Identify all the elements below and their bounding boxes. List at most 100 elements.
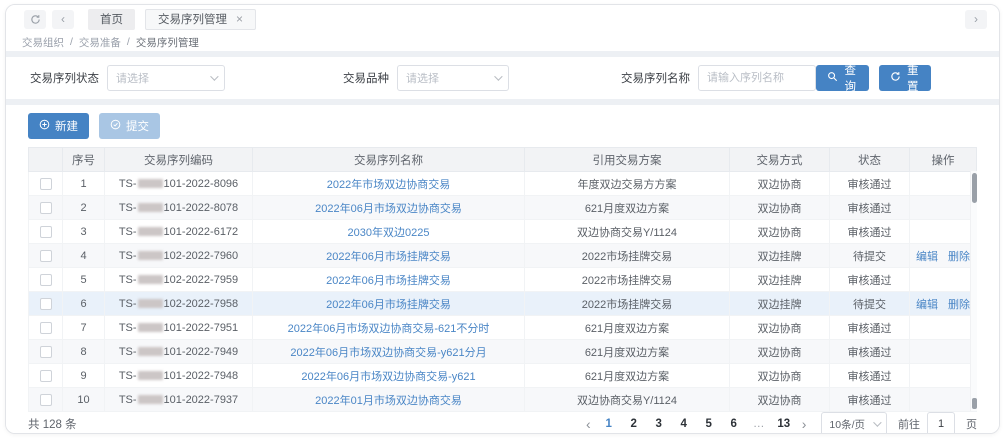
cell-status: 待提交 [829, 243, 910, 268]
edit-link[interactable]: 编辑 [916, 298, 938, 311]
breadcrumb-item[interactable]: 交易准备 [78, 36, 121, 49]
cell-mode: 双边协商 [729, 171, 830, 196]
table-footer: 共 128 条 ‹ 1 2 3 4 5 6 … 13 › 10条/页 前往 页 [28, 412, 977, 433]
row-number: 9 [62, 363, 105, 388]
sequence-name-link[interactable]: 2022年06月市场挂牌交易 [326, 250, 451, 263]
cell-mode: 双边协商 [729, 219, 830, 244]
row-number: 6 [62, 291, 105, 316]
total-count: 共 128 条 [28, 419, 77, 431]
prev-page-icon[interactable]: ‹ [586, 416, 591, 432]
sequence-name-link[interactable]: 2022年06月市场双边协商交易-y621分月 [290, 346, 487, 359]
sequence-name-link[interactable]: 2022年06月市场双边协商交易 [315, 202, 462, 215]
cell-plan: 双边协商交易Y/1124 [524, 219, 730, 244]
cell-plan: 621月度双边方案 [524, 195, 730, 220]
sequence-code: TS- 102-2022-7958 [104, 291, 253, 316]
row-checkbox[interactable] [39, 345, 52, 358]
submit-button[interactable]: 提交 [99, 113, 160, 139]
forward-tab-button[interactable]: › [965, 9, 987, 29]
table-row: 8 TS- 101-2022-7949 2022年06月市场双边协商交易-y621分月… [28, 339, 977, 364]
back-tab-button[interactable]: ‹ [52, 9, 74, 29]
goto-unit-label: 页 [966, 419, 977, 431]
page-button-1[interactable]: 1 [605, 418, 612, 430]
sequence-code: TS- 101-2022-7937 [104, 387, 253, 412]
sequence-code: TS- 101-2022-8078 [104, 195, 253, 220]
row-actions [909, 195, 977, 220]
reset-button[interactable]: 重置 [878, 65, 931, 93]
row-checkbox[interactable] [39, 201, 52, 214]
create-button[interactable]: 新建 [28, 113, 89, 139]
sequence-name-link[interactable]: 2022年06月市场挂牌交易 [326, 274, 451, 287]
redacted-code-segment [137, 251, 163, 261]
vertical-scrollbar[interactable] [970, 171, 977, 411]
column-header-1: 序号 [62, 147, 105, 172]
scrollbar-thumb[interactable] [972, 173, 977, 203]
sequence-status-select[interactable]: 请选择 [107, 65, 225, 91]
chevron-right-icon: › [974, 12, 978, 26]
close-tab-icon[interactable]: × [236, 12, 244, 26]
goto-label: 前往 [898, 419, 920, 431]
redacted-code-segment [137, 179, 163, 189]
search-button[interactable]: 查询 [816, 65, 869, 93]
sequence-name-input[interactable] [698, 65, 816, 91]
cell-plan: 2022市场挂牌交易 [524, 291, 730, 316]
table-row: 3 TS- 101-2022-6172 2030年双边0225 双边协商交易Y/1124… [28, 219, 977, 244]
sequence-name-link[interactable]: 2022年06月市场双边协商交易-621不分时 [287, 322, 490, 335]
breadcrumb-item[interactable]: 交易组织 [22, 36, 64, 49]
row-checkbox[interactable] [39, 177, 52, 190]
redacted-code-segment [137, 323, 163, 333]
row-checkbox[interactable] [39, 225, 52, 238]
sequence-status-placeholder: 请选择 [116, 73, 149, 85]
cell-status: 审核通过 [829, 387, 910, 412]
cell-plan: 621月度双边方案 [524, 339, 730, 364]
page-button-4[interactable]: 4 [680, 418, 687, 430]
column-header-6: 状态 [829, 147, 910, 172]
row-checkbox[interactable] [39, 321, 52, 334]
scrollbar-end-nub[interactable] [972, 398, 977, 409]
page-size-select[interactable]: 10条/页 [821, 412, 887, 433]
sequence-status-label: 交易序列状态 [30, 73, 99, 85]
cell-mode: 双边挂牌 [729, 291, 830, 316]
sequence-name-link[interactable]: 2022年市场双边协商交易 [326, 178, 451, 191]
delete-link[interactable]: 删除 [948, 298, 970, 311]
row-checkbox[interactable] [39, 273, 52, 286]
cell-status: 审核通过 [829, 339, 910, 364]
sequence-name-link[interactable]: 2022年01月市场双边协商交易 [315, 394, 462, 407]
cell-status: 待提交 [829, 291, 910, 316]
page-number-list: 1 2 3 4 5 6 … 13 [600, 414, 793, 433]
sequence-name-link[interactable]: 2022年06月市场双边协商交易-y621 [301, 370, 476, 383]
cell-plan: 621月度双边方案 [524, 363, 730, 388]
tab-transaction-sequence[interactable]: 交易序列管理 × [145, 8, 257, 30]
pagination: ‹ 1 2 3 4 5 6 … 13 › 10条/页 前往 页 [584, 412, 977, 433]
delete-link[interactable]: 删除 [948, 250, 970, 263]
create-button-label: 新建 [55, 121, 78, 133]
row-number: 3 [62, 219, 105, 244]
edit-link[interactable]: 编辑 [916, 250, 938, 263]
sequence-name-link[interactable]: 2022年06月市场挂牌交易 [326, 298, 451, 311]
sequence-name-link[interactable]: 2030年双边0225 [347, 226, 430, 239]
chevron-down-icon [210, 72, 219, 81]
next-page-icon[interactable]: › [801, 416, 807, 432]
row-checkbox[interactable] [39, 369, 52, 382]
chevron-down-icon [873, 418, 882, 427]
page-button-13[interactable]: 13 [777, 418, 791, 430]
tab-home[interactable]: 首页 [88, 8, 135, 30]
row-actions [909, 339, 977, 364]
row-checkbox[interactable] [39, 249, 52, 262]
trade-variety-select[interactable]: 请选择 [397, 65, 509, 91]
row-checkbox[interactable] [39, 297, 52, 310]
page-button-6[interactable]: 6 [730, 418, 737, 430]
row-checkbox[interactable] [39, 393, 52, 406]
cell-plan: 2022市场挂牌交易 [524, 243, 730, 268]
page-button-3[interactable]: 3 [655, 418, 662, 430]
sequence-code: TS- 102-2022-7960 [104, 243, 253, 268]
redacted-code-segment [137, 299, 163, 309]
page-button-5[interactable]: 5 [705, 418, 712, 430]
row-number: 5 [62, 267, 105, 292]
row-actions [909, 363, 977, 388]
filter-bar: 交易序列状态 请选择 交易品种 请选择 交易序列名称 查询 [6, 57, 999, 99]
page-button-2[interactable]: 2 [630, 418, 637, 430]
goto-page-input[interactable] [927, 412, 955, 433]
row-number: 8 [62, 339, 105, 364]
row-actions [909, 267, 977, 292]
refresh-tab-button[interactable] [24, 9, 46, 29]
